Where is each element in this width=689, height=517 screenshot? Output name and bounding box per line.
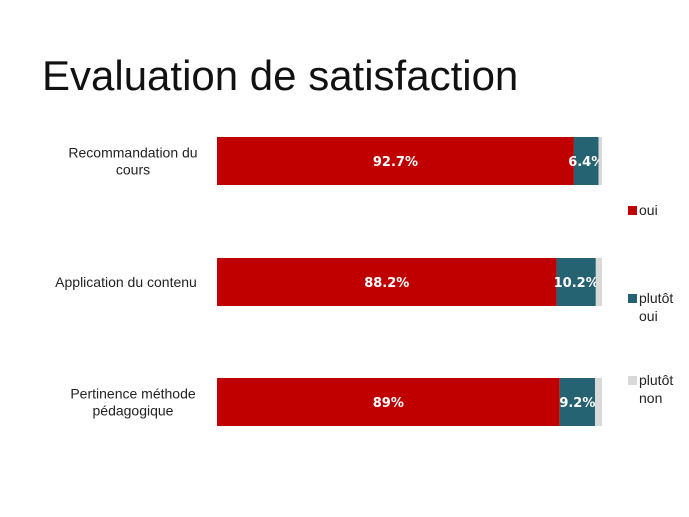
legend-swatch-1 <box>628 206 637 215</box>
legend-label-3: plutôt non <box>639 372 673 406</box>
data-label-1-row-1: 92.7% <box>373 155 418 170</box>
bars-group: 92.7% 6.4% 88.2% 10.2% 89% 9.2% <box>217 137 604 426</box>
bar-segment-2-row-2 <box>556 258 596 306</box>
bar-segment-2-row-1 <box>573 137 599 185</box>
bar-segment-1-row-3 <box>217 378 560 426</box>
data-label-1-row-2: 88.2% <box>364 276 409 291</box>
bar-segment-3-row-1 <box>598 137 602 185</box>
data-label-2-row-3: 9.2% <box>559 396 595 411</box>
page-title: Evaluation de satisfaction <box>42 52 519 99</box>
category-label-3: Pertinence méthode pédagogique <box>70 386 196 419</box>
category-label-2: Application du contenu <box>55 274 197 290</box>
legend-swatch-2 <box>628 294 637 303</box>
bar-segment-2-row-3 <box>559 378 596 426</box>
bar-segment-3-row-3 <box>595 378 602 426</box>
data-label-2-row-2: 10.2% <box>554 276 599 291</box>
legend-swatch-3 <box>628 376 637 385</box>
category-labels-group: Recommandation du cours Application du con… <box>55 145 197 419</box>
bar-segment-1-row-1 <box>217 137 574 185</box>
bar-segment-1-row-2 <box>217 258 557 306</box>
bar-segment-3-row-2 <box>595 258 602 306</box>
category-label-1: Recommandation du cours <box>68 145 197 178</box>
data-label-2-row-1: 6.4% <box>568 155 604 170</box>
legend-label-2: plutôt oui <box>639 290 673 324</box>
legend-label-1: oui <box>639 202 658 218</box>
data-label-1-row-3: 89% <box>373 396 404 411</box>
legend: oui plutôt oui plutôt non <box>628 202 673 406</box>
